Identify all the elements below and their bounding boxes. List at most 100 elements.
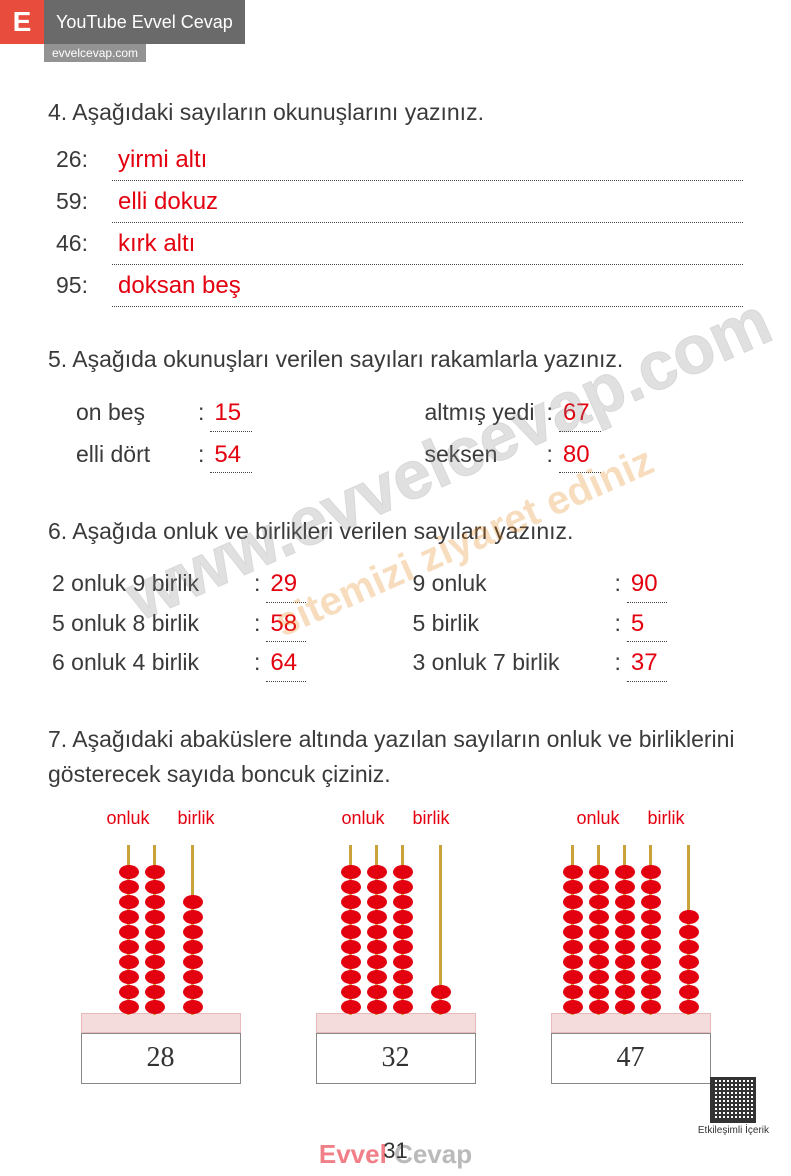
- rods: [563, 835, 699, 1015]
- bead: [563, 895, 583, 909]
- q4-answer: yirmi altı: [112, 143, 743, 181]
- bead: [641, 940, 661, 954]
- bead: [145, 985, 165, 999]
- rod: [641, 835, 661, 1015]
- q6-right-col: 9 onluk:905 birlik:53 onluk 7 birlik:37: [413, 563, 744, 686]
- bead: [393, 985, 413, 999]
- bead: [145, 955, 165, 969]
- bead: [641, 955, 661, 969]
- bead: [145, 1000, 165, 1014]
- rod-group: [119, 835, 165, 1015]
- rod: [393, 835, 413, 1015]
- q4-rows: 26:yirmi altı59:elli dokuz46:kırk altı95…: [48, 143, 743, 306]
- bead: [589, 910, 609, 924]
- abacus-labels: onlukbirlik: [341, 805, 449, 831]
- q4-prompt: 4. Aşağıdaki sayıların okunuşlarını yazı…: [48, 96, 743, 129]
- bead: [145, 880, 165, 894]
- bead: [641, 970, 661, 984]
- bead: [615, 1000, 635, 1014]
- q5-label: on beş: [76, 396, 196, 429]
- q5-answer: 80: [559, 438, 601, 474]
- rod: [119, 835, 139, 1015]
- q6-answer: 58: [266, 607, 306, 643]
- badge-subtitle: evvelcevap.com: [44, 44, 146, 62]
- q6-left-col: 2 onluk 9 birlik:295 onluk 8 birlik:586 …: [52, 563, 383, 686]
- bead: [341, 910, 361, 924]
- bead: [183, 955, 203, 969]
- bead: [641, 910, 661, 924]
- abacus-base: [316, 1013, 476, 1033]
- bead: [367, 985, 387, 999]
- q4-row: 59:elli dokuz: [56, 185, 743, 223]
- bead: [183, 1000, 203, 1014]
- rod: [183, 835, 203, 1015]
- colon: :: [254, 646, 260, 679]
- page-content: 4. Aşağıdaki sayıların okunuşlarını yazı…: [0, 0, 791, 1114]
- q4-row: 95:doksan beş: [56, 269, 743, 307]
- abacus: onlukbirlik47: [551, 805, 711, 1084]
- q4-number: 46:: [56, 227, 112, 260]
- bead: [679, 910, 699, 924]
- badge-logo-letter: E: [0, 0, 44, 44]
- bead: [341, 970, 361, 984]
- colon: :: [547, 438, 553, 471]
- q6-answer: 64: [266, 646, 306, 682]
- bead: [119, 865, 139, 879]
- bead: [119, 985, 139, 999]
- bead: [183, 970, 203, 984]
- label-onluk: onluk: [341, 805, 384, 831]
- q5-answer: 15: [210, 396, 252, 432]
- bead: [341, 940, 361, 954]
- q5-right-col: altmış yedi:67 seksen:80: [425, 390, 744, 480]
- bead: [145, 910, 165, 924]
- bead: [393, 880, 413, 894]
- q6-answer: 5: [627, 607, 667, 643]
- q4-answer: doksan beş: [112, 269, 743, 307]
- bead: [679, 985, 699, 999]
- q5-answer: 54: [210, 438, 252, 474]
- bead: [183, 910, 203, 924]
- bead: [563, 955, 583, 969]
- bead: [119, 955, 139, 969]
- bead: [679, 955, 699, 969]
- bead: [145, 895, 165, 909]
- bead: [341, 865, 361, 879]
- rod: [615, 835, 635, 1015]
- bead: [119, 910, 139, 924]
- bead: [367, 880, 387, 894]
- q4-answer: kırk altı: [112, 227, 743, 265]
- label-birlik: birlik: [178, 805, 215, 831]
- abacus-number: 32: [316, 1033, 476, 1084]
- q5-row: altmış yedi:67: [425, 396, 744, 432]
- bead: [393, 970, 413, 984]
- q6-label: 6 onluk 4 birlik: [52, 646, 252, 679]
- bead: [589, 895, 609, 909]
- q6-label: 3 onluk 7 birlik: [413, 646, 613, 679]
- bead: [341, 925, 361, 939]
- bead: [183, 895, 203, 909]
- rod: [431, 835, 451, 1015]
- bead: [119, 880, 139, 894]
- bead: [589, 970, 609, 984]
- abacus-base: [551, 1013, 711, 1033]
- bead: [145, 970, 165, 984]
- q6-answer: 29: [266, 567, 306, 603]
- bead: [641, 985, 661, 999]
- bead: [431, 1000, 451, 1014]
- q6-row: 5 onluk 8 birlik:58: [52, 607, 383, 643]
- bead: [679, 1000, 699, 1014]
- bead: [615, 880, 635, 894]
- rod: [589, 835, 609, 1015]
- bead: [119, 970, 139, 984]
- bead: [431, 985, 451, 999]
- bead: [589, 865, 609, 879]
- bead: [679, 970, 699, 984]
- colon: :: [254, 607, 260, 640]
- abacus-number: 28: [81, 1033, 241, 1084]
- bead: [145, 940, 165, 954]
- q5-row: seksen:80: [425, 438, 744, 474]
- bead: [393, 895, 413, 909]
- rods: [119, 835, 203, 1015]
- bead: [615, 910, 635, 924]
- q6-label: 9 onluk: [413, 567, 613, 600]
